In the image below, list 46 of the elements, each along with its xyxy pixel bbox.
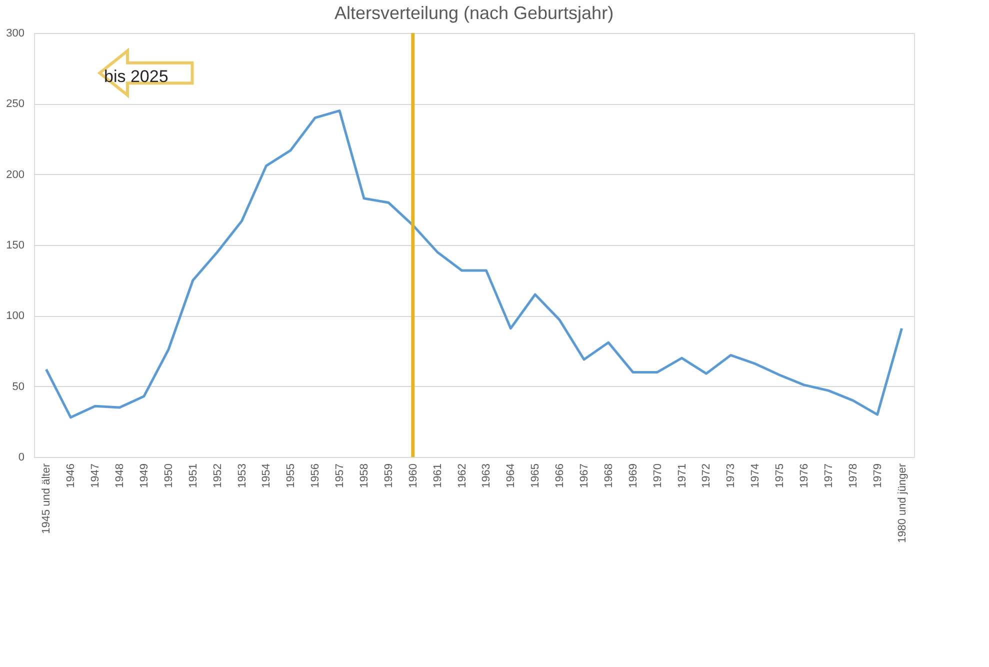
x-tick-label: 1980 und jünger: [896, 463, 908, 544]
x-tick-label: 1978: [847, 464, 860, 488]
y-tick-label: 300: [6, 28, 24, 40]
x-tick-label: 1967: [578, 464, 590, 488]
x-tick-label: 1976: [798, 464, 810, 488]
y-tick-label: 150: [6, 240, 24, 252]
x-tick-label: 1962: [456, 464, 468, 488]
x-tick-label: 1953: [236, 464, 248, 488]
x-tick-label: 1975: [774, 464, 786, 488]
x-tick-label: 1974: [750, 464, 762, 488]
x-tick-label: 1979: [872, 464, 884, 488]
x-tick-label: 1960: [407, 464, 420, 488]
x-tick-label: 1963: [480, 464, 493, 488]
x-tick-label: 1958: [358, 464, 370, 488]
y-tick-label: 100: [6, 310, 24, 322]
x-tick-label: 1957: [334, 464, 346, 488]
x-tick-label: 1964: [505, 464, 518, 488]
x-tick-label: 1961: [432, 464, 444, 488]
x-tick-label: 1946: [65, 464, 78, 488]
x-tick-label: 1968: [602, 464, 615, 488]
x-tick-label: 1966: [554, 464, 566, 488]
x-tick-label: 1949: [138, 464, 150, 488]
x-tick-label: 1972: [700, 464, 713, 488]
x-tick-label: 1947: [90, 464, 102, 488]
chart-title: Altersverteilung (nach Geburtsjahr): [334, 3, 614, 23]
y-tick-label: 0: [18, 452, 24, 464]
x-tick-label: 1977: [822, 464, 835, 488]
x-tick-label: 1954: [260, 464, 273, 488]
x-tick-label: 1952: [212, 464, 224, 488]
annotation: bis 2025: [104, 67, 168, 86]
y-tick-label: 200: [6, 168, 24, 181]
y-tick-label: 250: [6, 98, 24, 110]
x-tick-label: 1948: [114, 464, 126, 488]
x-tick-label: 1950: [162, 464, 175, 488]
x-tick-label: 1945 und älter: [40, 463, 53, 534]
x-tick-label: 1959: [382, 464, 395, 488]
line-series: [44, 109, 904, 419]
x-tick-label: 1969: [627, 464, 640, 488]
x-tick-label: 1965: [530, 464, 542, 488]
x-tick-label: 1970: [652, 464, 664, 488]
x-tick-label: 1973: [725, 464, 738, 488]
x-tick-label: 1951: [187, 464, 200, 488]
y-tick-label: 50: [12, 380, 24, 393]
x-tick-label: 1956: [310, 464, 322, 488]
x-tick-label: 1971: [676, 464, 688, 488]
x-tick-label: 1955: [285, 464, 298, 488]
